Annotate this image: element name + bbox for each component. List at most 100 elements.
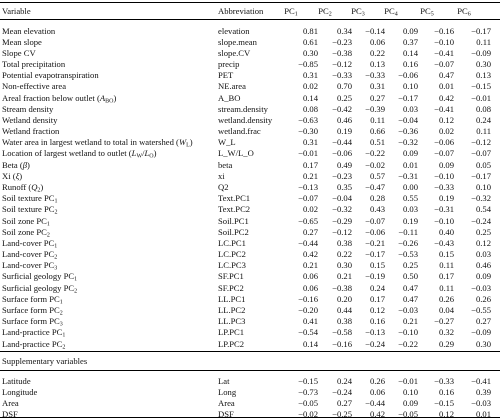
text-part: Xi ( xyxy=(2,170,16,181)
italic-symbol: Q xyxy=(31,182,38,193)
loading-value: −0.15 xyxy=(298,375,318,386)
column-header: PC6 xyxy=(444,5,484,18)
loading-value: 0.10 xyxy=(402,386,418,397)
italic-symbol: L xyxy=(144,148,150,159)
text-part: Surface form PC xyxy=(2,305,60,315)
loading-value: 0.14 xyxy=(302,338,318,349)
abbreviation-cell: elevation xyxy=(218,25,250,36)
loading-value: 0.10 xyxy=(402,81,418,92)
loading-value: 0.05 xyxy=(475,159,491,170)
subscript: 2 xyxy=(59,310,63,317)
loading-value: 0.81 xyxy=(302,25,318,36)
variable-cell: Area xyxy=(2,397,19,408)
loading-value: 0.41 xyxy=(302,316,318,327)
loading-value: 0.19 xyxy=(438,193,454,204)
loading-value: 0.02 xyxy=(302,81,318,92)
subscript: L xyxy=(186,142,190,149)
variable-cell: Surface form PC2 xyxy=(2,305,63,317)
loading-value: −0.01 xyxy=(471,92,491,103)
loading-value: 0.47 xyxy=(438,70,454,81)
loading-value: 0.55 xyxy=(402,193,418,204)
text-part: Water area in largest wetland to total i… xyxy=(2,137,179,148)
loading-value: −0.44 xyxy=(365,397,385,408)
text-part: Surface form PC xyxy=(2,293,60,304)
loading-value: 0.08 xyxy=(475,103,491,114)
loading-value: 0.21 xyxy=(302,170,318,181)
loading-value: 0.03 xyxy=(402,103,418,114)
variable-cell: Longitude xyxy=(2,386,38,397)
subscript: 2 xyxy=(37,187,41,194)
loading-value: −0.13 xyxy=(298,182,318,193)
column-header: Variable xyxy=(2,5,31,16)
variable-cell: Areal fraction below outlet (ABO) xyxy=(2,92,117,105)
abbreviation-cell: L_W/L_O xyxy=(218,148,254,159)
variable-cell: Latitude xyxy=(2,375,31,386)
column-header: PC4 xyxy=(371,6,411,18)
abbreviation-cell: LC.PC2 xyxy=(218,249,246,260)
text-part: PC xyxy=(284,5,295,16)
text-part: ) xyxy=(189,137,193,148)
subscript: 3 xyxy=(59,321,63,328)
loading-value: 0.09 xyxy=(402,148,418,159)
loading-value: 0.12 xyxy=(438,114,454,125)
variable-cell: Land-cover PC1 xyxy=(2,237,57,250)
text-part: Land-cover PC xyxy=(2,237,55,248)
loading-value: 0.21 xyxy=(336,271,352,282)
text-part: Soil texture PC xyxy=(2,193,55,204)
text-part: ) xyxy=(113,92,117,103)
loading-value: 0.42 xyxy=(369,408,385,419)
loading-value: 0.13 xyxy=(475,70,491,81)
abbreviation-cell: Long xyxy=(218,386,237,397)
loading-value: 0.22 xyxy=(336,249,352,260)
text-part: Surface form PC xyxy=(2,316,60,327)
italic-symbol: β xyxy=(22,159,28,170)
loading-value: −0.39 xyxy=(365,103,385,114)
text-part: ) xyxy=(40,182,44,193)
column-header: PC3 xyxy=(338,5,378,18)
loading-value: −0.12 xyxy=(332,226,352,237)
variable-cell: Total precipitation xyxy=(2,59,66,70)
variable-cell: Runoff (Q2) xyxy=(2,182,44,194)
abbreviation-cell: Lat xyxy=(218,375,230,386)
loading-value: 0.30 xyxy=(302,47,318,58)
variable-cell: Surface form PC3 xyxy=(2,316,63,328)
loading-value: 0.02 xyxy=(302,204,318,215)
variable-cell: Mean slope xyxy=(2,36,42,47)
text-part: PC xyxy=(457,5,468,16)
subscript: 2 xyxy=(54,254,58,261)
text-part: Soil texture PC xyxy=(2,204,55,215)
variable-cell: Land-cover PC3 xyxy=(2,260,57,272)
loading-value: 0.11 xyxy=(439,260,454,271)
loading-value: 0.12 xyxy=(438,408,454,419)
loading-value: 0.57 xyxy=(369,170,385,181)
loading-value: −0.06 xyxy=(332,148,352,159)
italic-symbol: A xyxy=(99,92,106,103)
loading-value: 0.21 xyxy=(402,316,418,327)
loading-value: 0.26 xyxy=(369,375,385,386)
loading-value: −0.15 xyxy=(434,397,454,408)
text-part: PC xyxy=(351,5,362,16)
abbreviation-cell: LP.PC1 xyxy=(218,327,245,338)
abbreviation-cell: SF.PC1 xyxy=(218,271,244,282)
loading-value: 0.02 xyxy=(438,126,454,137)
abbreviation-cell: LC.PC3 xyxy=(218,260,246,271)
loading-value: −0.03 xyxy=(398,305,418,315)
loading-value: 0.70 xyxy=(336,81,352,92)
loading-value: 0.17 xyxy=(438,271,454,282)
text-part: Runoff ( xyxy=(2,182,32,193)
text-part: ) xyxy=(19,170,23,181)
abbreviation-cell: PET xyxy=(218,70,234,81)
subscript: 2 xyxy=(54,209,58,216)
loading-value: 0.26 xyxy=(438,293,454,304)
loading-value: −0.55 xyxy=(471,305,491,315)
abbreviation-cell: Soil.PC2 xyxy=(218,226,249,237)
loading-value: 0.31 xyxy=(369,81,385,92)
column-header: PC5 xyxy=(407,6,447,18)
loading-value: −0.11 xyxy=(398,226,418,237)
loading-value: 0.19 xyxy=(336,126,352,137)
loading-value: −0.38 xyxy=(332,47,352,58)
loading-value: 0.11 xyxy=(439,282,454,293)
variable-cell: Land-practice PC2 xyxy=(2,339,65,351)
loading-value: −0.27 xyxy=(434,316,454,327)
loading-value: −0.21 xyxy=(365,237,385,248)
